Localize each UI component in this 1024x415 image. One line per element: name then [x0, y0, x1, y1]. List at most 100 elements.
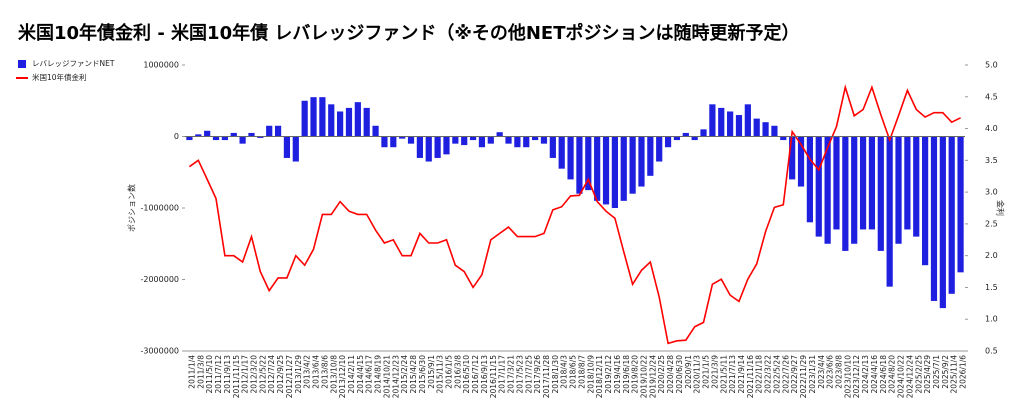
- x-tick-label: 2020/11/3: [693, 355, 702, 394]
- bar: [939, 136, 946, 309]
- bar: [913, 136, 920, 237]
- x-tick-label: 2017/7/25: [524, 355, 533, 394]
- x-tick-label: 2021/11/16: [746, 355, 755, 398]
- bar: [859, 136, 867, 230]
- bar: [212, 136, 220, 141]
- x-tick-label: 2018/10/9: [586, 355, 595, 394]
- legend-label: レバレッジファンドNET: [32, 59, 115, 68]
- bar: [549, 136, 556, 158]
- x-tick-label: 2025/7/1: [932, 355, 941, 389]
- x-tick-label: 2016/1/5: [444, 355, 453, 389]
- bar: [310, 97, 317, 137]
- bar: [567, 136, 574, 180]
- bar: [532, 136, 539, 141]
- bar: [469, 136, 477, 141]
- x-tick-label: 2014/4/15: [356, 355, 365, 394]
- x-tick-label: 2023/4/4: [817, 355, 826, 389]
- bar: [381, 136, 388, 148]
- bar: [877, 136, 884, 251]
- x-tick-label: 2019/12/24: [648, 355, 657, 398]
- bar: [922, 136, 929, 266]
- y2-tick-label: 3.0: [985, 188, 998, 197]
- bar: [930, 136, 938, 301]
- bar: [354, 102, 361, 137]
- bar: [851, 136, 858, 244]
- bar: [328, 104, 335, 137]
- bar: [443, 136, 450, 155]
- bar: [886, 136, 893, 287]
- x-tick-label: 2011/5/10: [205, 355, 214, 394]
- x-tick-label: 2022/5/24: [772, 355, 781, 394]
- bar: [673, 136, 681, 141]
- bar: [815, 136, 822, 237]
- x-tick-label: 2012/3/20: [249, 355, 258, 394]
- x-tick-label: 2025/2/25: [914, 355, 923, 394]
- bar: [700, 129, 707, 137]
- y2-tick-label: 4.0: [985, 124, 998, 133]
- bar: [319, 97, 326, 137]
- y2-tick-label: 1.0: [985, 315, 998, 324]
- bar: [709, 104, 716, 137]
- x-tick-label: 2013/6/4: [312, 355, 321, 389]
- y2-axis-label: 金利: [996, 200, 1006, 216]
- bar: [434, 136, 441, 158]
- x-tick-label: 2011/3/8: [196, 355, 205, 389]
- bar: [487, 136, 494, 144]
- x-tick-label: 2019/10/22: [639, 355, 648, 398]
- x-tick-label: 2025/4/29: [923, 355, 932, 394]
- bar: [602, 136, 610, 205]
- bar: [204, 130, 211, 137]
- x-tick-label: 2012/7/24: [267, 355, 276, 394]
- x-tick-label: 2023/8/8: [834, 355, 843, 389]
- x-tick-label: 2016/9/13: [480, 355, 489, 394]
- x-tick-label: 2016/5/10: [462, 355, 471, 394]
- line: [188, 84, 961, 345]
- bar: [540, 136, 548, 144]
- x-tick-label: 2012/11/27: [285, 355, 294, 398]
- bar: [957, 136, 964, 273]
- x-tick-label: 2022/7/26: [781, 355, 790, 394]
- x-tick-label: 2014/6/17: [365, 355, 374, 394]
- bar: [629, 136, 636, 194]
- y2-tick-label: 5.0: [985, 61, 998, 70]
- x-tick-label: 2023/12/12: [852, 355, 861, 398]
- bar: [682, 132, 689, 137]
- x-tick-label: 2025/9/2: [941, 355, 950, 389]
- x-tick-label: 2023/10/10: [843, 355, 852, 398]
- bar: [478, 136, 486, 148]
- x-tick-label: 2015/11/3: [436, 355, 445, 394]
- bar: [425, 136, 432, 162]
- bar: [221, 136, 228, 141]
- x-tick-label: 2017/1/17: [498, 355, 507, 394]
- bar: [461, 136, 468, 146]
- bar: [266, 125, 273, 137]
- bar: [390, 136, 397, 148]
- x-tick-label: 2014/10/21: [382, 355, 391, 398]
- x-tick-label: 2020/6/30: [675, 355, 684, 394]
- bar: [789, 136, 796, 180]
- bar: [647, 136, 654, 176]
- bar: [337, 111, 344, 137]
- x-tick-label: 2023/6/6: [826, 355, 835, 389]
- y2-tick-label: 4.5: [985, 92, 998, 101]
- x-tick-label: 2021/1/5: [702, 355, 711, 389]
- x-tick-label: 2014/12/23: [391, 355, 400, 398]
- bar: [523, 136, 530, 148]
- x-tick-label: 2012/1/17: [241, 355, 250, 394]
- bar: [399, 136, 406, 139]
- x-tick-label: 2013/12/10: [338, 355, 347, 398]
- x-tick-label: 2024/6/18: [879, 355, 888, 394]
- bar: [452, 136, 459, 144]
- x-tick-label: 2012/5/22: [258, 355, 267, 394]
- bar: [656, 136, 663, 162]
- x-tick-label: 2025/11/4: [950, 355, 959, 394]
- legend-swatch: [18, 60, 26, 68]
- x-tick-label: 2018/12/11: [595, 355, 604, 398]
- bar: [735, 115, 743, 137]
- x-tick-label: 2018/4/3: [560, 355, 569, 389]
- bar: [195, 134, 202, 137]
- x-tick-label: 2017/5/23: [515, 355, 524, 394]
- x-tick-label: 2021/9/14: [737, 355, 746, 394]
- bar: [576, 136, 583, 194]
